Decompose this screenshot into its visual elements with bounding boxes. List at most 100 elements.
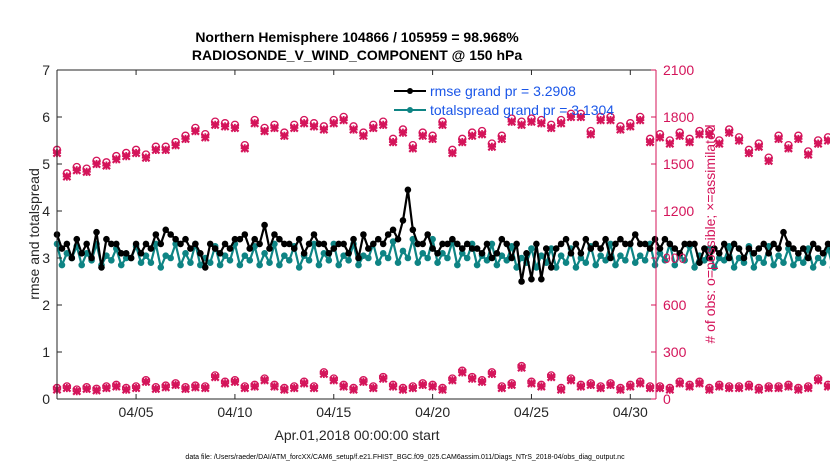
totalspread-data-point [266,259,273,267]
obs-assimilated-point [418,380,428,390]
obs-assimilated-point [398,128,408,138]
y-tick-label-right: 1200 [663,203,694,219]
totalspread-data-point [285,257,293,264]
totalspread-data-point [636,252,644,259]
legend-rmse-marker [407,88,413,94]
totalspread-data-point [780,259,787,267]
obs-assimilated-point [260,126,269,136]
obs-assimilated-point [507,380,517,390]
rmse-data-point [152,231,160,238]
totalspread-data-point [597,252,604,259]
obs-assimilated-point [102,161,111,170]
totalspread-data-point [216,261,224,269]
obs-assimilated-point [161,145,171,155]
obs-assimilated-point [181,384,190,394]
totalspread-data-point [117,261,125,269]
obs-assimilated-point [438,385,447,394]
x-tick-label: 04/10 [217,404,252,420]
rmse-data-point [755,245,763,252]
obs-assimilated-point [704,385,714,394]
rmse-data-point [597,245,604,252]
totalspread-data-point [493,261,501,269]
obs-assimilated-point [250,382,260,391]
totalspread-data-point [533,264,540,271]
rmse-data-point [607,254,614,262]
obs-assimilated-point [714,139,724,149]
obs-assimilated-point [665,139,675,149]
rmse-data-point [691,240,698,248]
rmse-data-point [221,240,229,248]
rmse-data-point [325,250,333,257]
obs-assimilated-point [625,382,635,391]
rmse-data-point [127,254,135,262]
y-tick-label-left: 2 [42,297,50,313]
rmse-data-point [113,240,120,248]
obs-assimilated-point [418,131,428,141]
obs-assimilated-point [635,378,645,388]
rmse-data-point [503,240,511,248]
rmse-data-point [706,254,713,262]
totalspread-data-point [261,250,268,257]
obs-assimilated-point [527,117,536,127]
totalspread-data-point [819,259,827,267]
obs-assimilated-point [704,129,714,139]
totalspread-data-point [538,252,545,259]
totalspread-data-point [715,254,723,262]
obs-assimilated-point [111,154,121,164]
rmse-data-point [809,240,817,248]
obs-assimilated-point [151,384,161,394]
obs-assimilated-point [230,123,240,133]
obs-assimilated-point [536,382,546,391]
rmse-data-point [295,235,303,243]
y-tick-label-right: 600 [663,297,687,313]
rmse-data-point [68,254,76,262]
obs-assimilated-point [408,383,418,393]
y-tick-label-right: 900 [663,250,687,266]
rmse-data-point [285,240,293,248]
rmse-data-point [478,250,486,257]
obs-assimilated-point [487,142,497,152]
obs-assimilated-point [368,383,378,393]
rmse-data-point [177,240,184,248]
obs-assimilated-point [655,132,665,142]
obs-assimilated-point [803,383,813,393]
rmse-data-point [261,221,268,229]
rmse-data-point [439,240,446,248]
rmse-data-point [162,226,170,234]
totalspread-data-point [310,240,318,248]
rmse-data-point [108,240,115,248]
obs-assimilated-point [497,383,507,393]
rmse-data-point [211,245,219,252]
totalspread-data-point [760,259,768,267]
rmse-data-point [147,245,155,252]
rmse-data-point [458,245,466,252]
totalspread-data-point [355,261,362,269]
obs-assimilated-point [359,377,368,387]
obs-assimilated-point [368,123,378,133]
obs-assimilated-point [121,151,131,161]
obs-assimilated-point [517,363,526,373]
obs-assimilated-point [546,123,556,133]
rmse-data-point [725,254,733,262]
obs-assimilated-point [388,382,398,391]
obs-assimilated-point [378,374,388,384]
totalspread-data-point [799,259,807,267]
totalspread-data-point [592,261,600,269]
obs-assimilated-point [181,134,190,144]
totalspread-data-point [711,264,718,271]
totalspread-data-point [315,261,323,269]
totalspread-data-point [379,250,387,257]
obs-assimilated-point [724,128,734,138]
totalspread-data-point [335,261,343,269]
rmse-data-point [508,254,515,262]
rmse-data-point [335,240,343,248]
obs-assimilated-point [240,143,250,153]
obs-assimilated-point [803,150,813,159]
totalspread-data-point [557,252,565,259]
rmse-data-point [572,240,580,248]
totalspread-data-point [503,257,511,264]
obs-assimilated-point [576,382,586,391]
rmse-data-point [320,240,328,248]
obs-assimilated-point [813,139,823,149]
obs-assimilated-point [813,375,823,385]
